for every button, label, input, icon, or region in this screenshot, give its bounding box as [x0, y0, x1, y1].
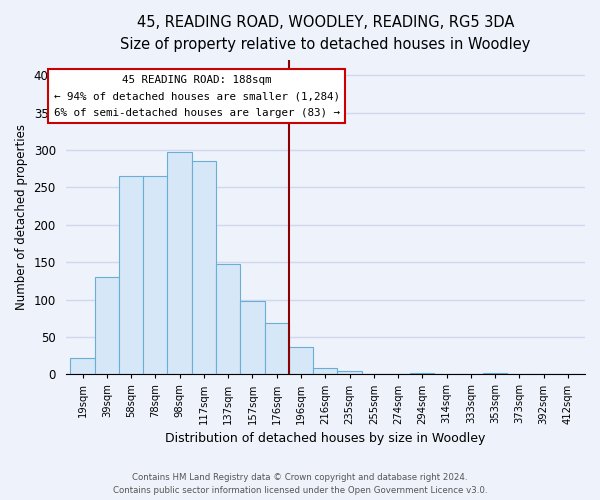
Bar	[95, 277, 119, 374]
Bar	[483, 373, 508, 374]
Text: Contains HM Land Registry data © Crown copyright and database right 2024.
Contai: Contains HM Land Registry data © Crown c…	[113, 474, 487, 495]
Bar	[410, 373, 434, 374]
Title: 45, READING ROAD, WOODLEY, READING, RG5 3DA
Size of property relative to detache: 45, READING ROAD, WOODLEY, READING, RG5 …	[120, 15, 530, 52]
Bar	[337, 370, 362, 374]
Y-axis label: Number of detached properties: Number of detached properties	[15, 124, 28, 310]
Text: 45 READING ROAD: 188sqm
← 94% of detached houses are smaller (1,284)
6% of semi-: 45 READING ROAD: 188sqm ← 94% of detache…	[53, 75, 340, 118]
Bar	[70, 358, 95, 374]
Bar	[241, 301, 265, 374]
Bar	[192, 161, 216, 374]
Bar	[216, 264, 241, 374]
Bar	[313, 368, 337, 374]
Bar	[265, 324, 289, 374]
Bar	[143, 176, 167, 374]
X-axis label: Distribution of detached houses by size in Woodley: Distribution of detached houses by size …	[165, 432, 485, 445]
Bar	[119, 176, 143, 374]
Bar	[289, 346, 313, 374]
Bar	[167, 152, 192, 374]
